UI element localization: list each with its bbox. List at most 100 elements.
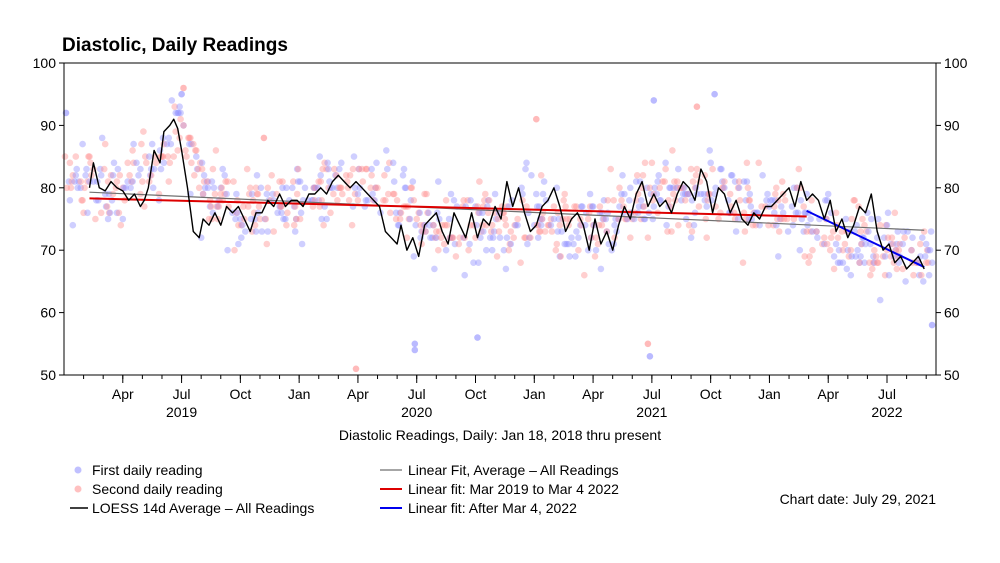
- scatter-point-first-818: [789, 221, 797, 229]
- scatter-point-first-933: [885, 271, 893, 279]
- scatter-point-second-760: [734, 184, 742, 192]
- scatter-point-second-627: [622, 215, 629, 223]
- scatter-point-second-461: [482, 190, 489, 198]
- scatter-point-second-383: [413, 215, 421, 223]
- scatter-point-second-900: [859, 215, 866, 223]
- scatter-point-second-377: [407, 184, 415, 192]
- scatter-point-first-53: [109, 172, 117, 179]
- scatter-point-first-75: [130, 140, 137, 148]
- scatter-outlier-13: [474, 334, 481, 341]
- scatter-point-second-787: [758, 203, 765, 210]
- scatter-point-first-904: [862, 240, 869, 248]
- scatter-point-second-49: [105, 209, 113, 217]
- scatter-point-second-914: [870, 259, 877, 267]
- scatter-point-first-118: [174, 109, 181, 117]
- scatter-outlier-7: [644, 340, 652, 348]
- scatter-point-second-61: [116, 172, 124, 179]
- scatter-point-second-5: [67, 184, 75, 192]
- scatter-point-first-157: [206, 203, 214, 210]
- scatter-point-second-776: [746, 197, 754, 204]
- legend-marker-second: [74, 485, 82, 493]
- scatter-point-first-882: [847, 271, 855, 279]
- scatter-point-second-332: [362, 165, 370, 173]
- scatter-point-first-586: [588, 203, 596, 210]
- scatter-point-second-234: [270, 228, 278, 235]
- scatter-point-first-331: [362, 197, 370, 204]
- scatter-point-second-163: [209, 165, 217, 173]
- scatter-point-first-105: [160, 159, 168, 167]
- scatter-point-first-13: [74, 184, 81, 192]
- scatter-point-second-119: [174, 147, 181, 154]
- scatter-point-second-254: [290, 221, 298, 229]
- scatter-point-second-633: [627, 234, 634, 241]
- scatter-point-first-722: [700, 190, 708, 198]
- scatter-point-second-763: [736, 197, 744, 204]
- scatter-point-second-127: [182, 147, 189, 154]
- scatter-point-second-435: [460, 197, 468, 204]
- scatter-point-first-401: [429, 234, 436, 241]
- scatter-point-first-139: [193, 153, 200, 160]
- scatter-point-second-820: [790, 215, 798, 223]
- scatter-point-second-202: [243, 165, 251, 173]
- scatter-point-first-863: [830, 253, 838, 260]
- x-year-label-2020: 2020: [401, 404, 432, 420]
- scatter-point-second-912: [869, 265, 876, 273]
- scatter-point-second-803: [774, 215, 781, 223]
- scatter-point-second-886: [850, 197, 857, 204]
- scatter-point-second-536: [545, 221, 553, 229]
- scatter-point-second-506: [521, 234, 528, 241]
- scatter-point-second-226: [263, 240, 271, 248]
- scatter-point-first-73: [129, 178, 136, 185]
- scatter-point-first-500: [514, 221, 521, 229]
- scatter-point-first-417: [442, 246, 450, 254]
- scatter-point-second-602: [600, 215, 608, 223]
- scatter-point-first-164: [210, 184, 218, 192]
- scatter-point-first-957: [908, 246, 915, 254]
- scatter-point-second-885: [848, 215, 855, 223]
- scatter-point-first-134: [188, 140, 195, 148]
- scatter-point-first-154: [204, 184, 212, 192]
- scatter-point-second-43: [101, 140, 109, 148]
- scatter-point-second-710: [688, 228, 696, 235]
- scatter-outlier-2: [352, 365, 360, 373]
- scatter-point-first-68: [124, 178, 131, 185]
- scatter-point-first-794: [767, 197, 774, 204]
- scatter-point-second-286: [318, 197, 326, 204]
- scatter-point-second-924: [879, 253, 887, 260]
- scatter-point-first-754: [728, 172, 736, 179]
- scatter-point-first-897: [858, 240, 865, 248]
- scatter-point-second-425: [448, 234, 456, 241]
- scatter-point-second-806: [775, 228, 783, 235]
- scatter-point-first-294: [325, 165, 332, 173]
- scatter-point-first-759: [734, 215, 742, 223]
- scatter-point-second-576: [581, 271, 588, 279]
- scatter-point-second-260: [293, 190, 301, 198]
- scatter-point-second-874: [839, 246, 847, 254]
- scatter-point-first-548: [556, 253, 564, 260]
- scatter-point-second-495: [507, 228, 515, 235]
- scatter-point-second-353: [387, 209, 394, 217]
- scatter-point-second-348: [382, 197, 389, 204]
- x-tick-label-12: Apr: [817, 386, 839, 402]
- scatter-point-first-18: [79, 140, 86, 148]
- scatter-point-first-406: [433, 234, 440, 241]
- scatter-point-first-40: [98, 134, 106, 142]
- scatter-point-first-876: [842, 215, 850, 223]
- scatter-point-second-54: [109, 190, 117, 198]
- scatter-point-first-160: [208, 178, 216, 185]
- scatter-point-second-252: [290, 178, 297, 185]
- scatter-point-second-538: [547, 215, 555, 223]
- scatter-point-second-764: [739, 259, 747, 267]
- scatter-point-second-114: [170, 153, 177, 160]
- y-tick-label-left-90: 90: [40, 117, 56, 133]
- scatter-point-first-375: [406, 215, 414, 223]
- scatter-point-first-173: [217, 184, 225, 192]
- scatter-point-second-219: [255, 203, 263, 210]
- scatter-point-second-242: [278, 203, 285, 210]
- scatter-point-first-786: [756, 221, 763, 229]
- scatter-point-second-96: [152, 159, 160, 167]
- scatter-point-first-913: [870, 253, 877, 260]
- scatter-point-second-774: [745, 197, 753, 204]
- scatter-point-second-214: [252, 184, 260, 192]
- scatter-point-second-785: [755, 159, 762, 167]
